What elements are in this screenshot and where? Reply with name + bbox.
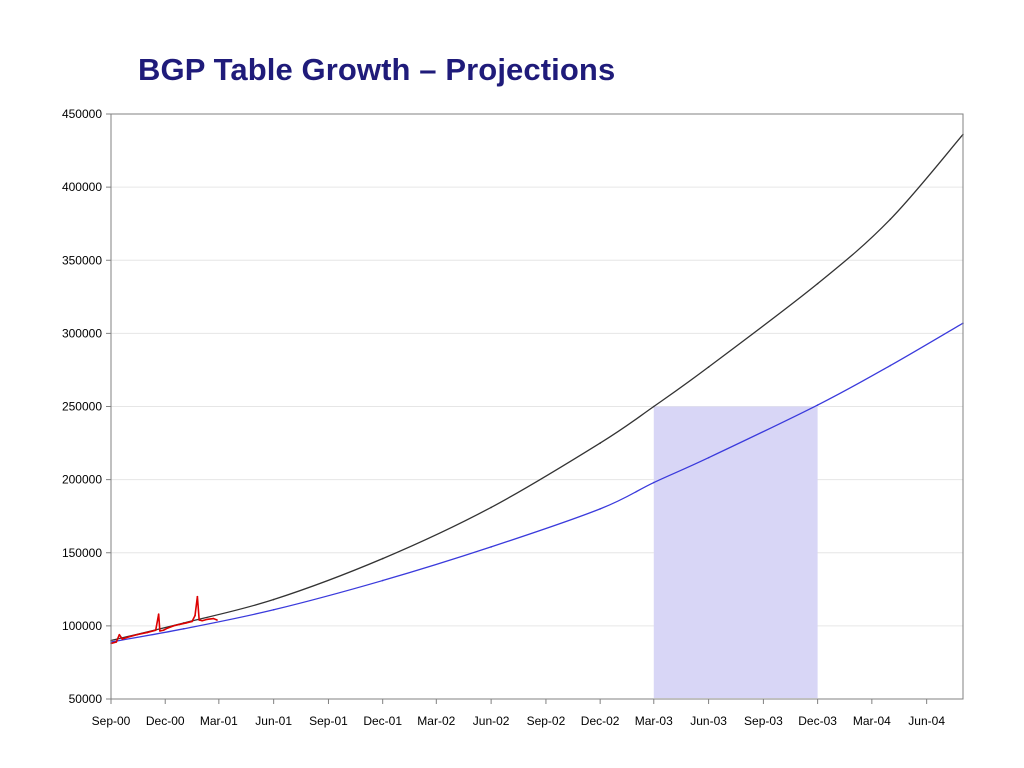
data-point-observed: [198, 619, 200, 621]
x-tick-label: Mar-03: [635, 714, 673, 728]
data-point-projection-low: [272, 608, 275, 611]
x-tick-label: Jun-02: [473, 714, 510, 728]
y-tick-label: 300000: [62, 326, 102, 340]
data-point-projection-low: [490, 546, 492, 548]
axes: 50000 100000 150000 200000 250000 300000 35000…: [62, 107, 945, 728]
chart-title: BGP Table Growth – Projections: [138, 52, 616, 87]
y-tick-label: 150000: [62, 546, 102, 560]
series-line-projection-low: [110, 322, 964, 643]
data-point-observed: [159, 630, 161, 632]
y-tick-label: 350000: [62, 253, 102, 267]
data-point-projection-high: [490, 506, 492, 509]
x-tick-label: Mar-02: [417, 714, 455, 728]
x-tick-label: Sep-03: [744, 714, 783, 728]
highlight-band: [653, 406, 818, 698]
x-tick-label: Dec-02: [581, 714, 620, 728]
data-point-observed: [206, 618, 209, 621]
data-point-projection-low: [381, 579, 384, 582]
data-point-observed: [216, 619, 218, 621]
gridlines: [111, 186, 963, 627]
data-point-observed: [196, 595, 199, 598]
data-point-projection-low: [816, 404, 819, 406]
x-tick-label: Mar-04: [853, 714, 891, 728]
data-point-projection-low: [889, 364, 892, 367]
x-tick-label: Jun-03: [690, 714, 727, 728]
y-tick-label: 450000: [62, 107, 102, 121]
data-point-observed: [166, 627, 169, 629]
data-point-projection-low: [652, 481, 655, 484]
data-point-observed: [212, 617, 215, 620]
data-point-projection-low: [599, 508, 601, 510]
data-point-observed: [128, 636, 130, 638]
data-point-projection-high: [381, 557, 384, 560]
x-tick-label: Jun-04: [908, 714, 945, 728]
data-point-projection-high: [889, 218, 892, 221]
x-tick-label: Dec-03: [798, 714, 837, 728]
x-tick-label: Sep-00: [92, 714, 131, 728]
y-tick-label: 200000: [62, 473, 102, 487]
data-point-projection-low: [182, 628, 185, 630]
data-point-observed: [154, 629, 157, 632]
data-point-projection-low: [707, 456, 710, 459]
data-point-observed: [172, 625, 175, 627]
y-tick-label: 100000: [62, 619, 102, 633]
y-tick-label: 250000: [62, 400, 102, 414]
data-point-observed: [185, 622, 187, 624]
x-tick-label: Sep-02: [527, 714, 566, 728]
series-layer: [110, 133, 964, 645]
data-point-projection-high: [272, 598, 275, 601]
x-tick-label: Dec-01: [363, 714, 402, 728]
highlight-band-layer: [653, 406, 818, 698]
x-tick-label: Mar-01: [200, 714, 238, 728]
data-point-projection-high: [707, 366, 710, 368]
data-point-projection-high: [816, 282, 819, 285]
series-line-projection-high: [110, 134, 964, 642]
data-point-observed: [136, 633, 139, 636]
data-point-observed: [157, 613, 160, 615]
data-point-observed: [115, 641, 118, 643]
data-point-observed: [121, 638, 124, 640]
x-tick-label: Sep-01: [309, 714, 348, 728]
data-point-observed: [191, 620, 193, 623]
data-point-observed: [146, 631, 149, 634]
data-point-observed: [118, 633, 121, 636]
y-tick-label: 400000: [62, 180, 102, 194]
data-point-projection-high: [599, 442, 601, 444]
data-point-observed: [162, 629, 165, 632]
data-point-projection-high: [652, 405, 655, 408]
data-point-observed: [201, 619, 203, 622]
x-tick-label: Jun-01: [255, 714, 292, 728]
data-point-observed: [194, 614, 196, 617]
data-point-observed: [178, 623, 181, 626]
y-tick-label: 50000: [69, 692, 103, 706]
x-tick-label: Dec-00: [146, 714, 185, 728]
